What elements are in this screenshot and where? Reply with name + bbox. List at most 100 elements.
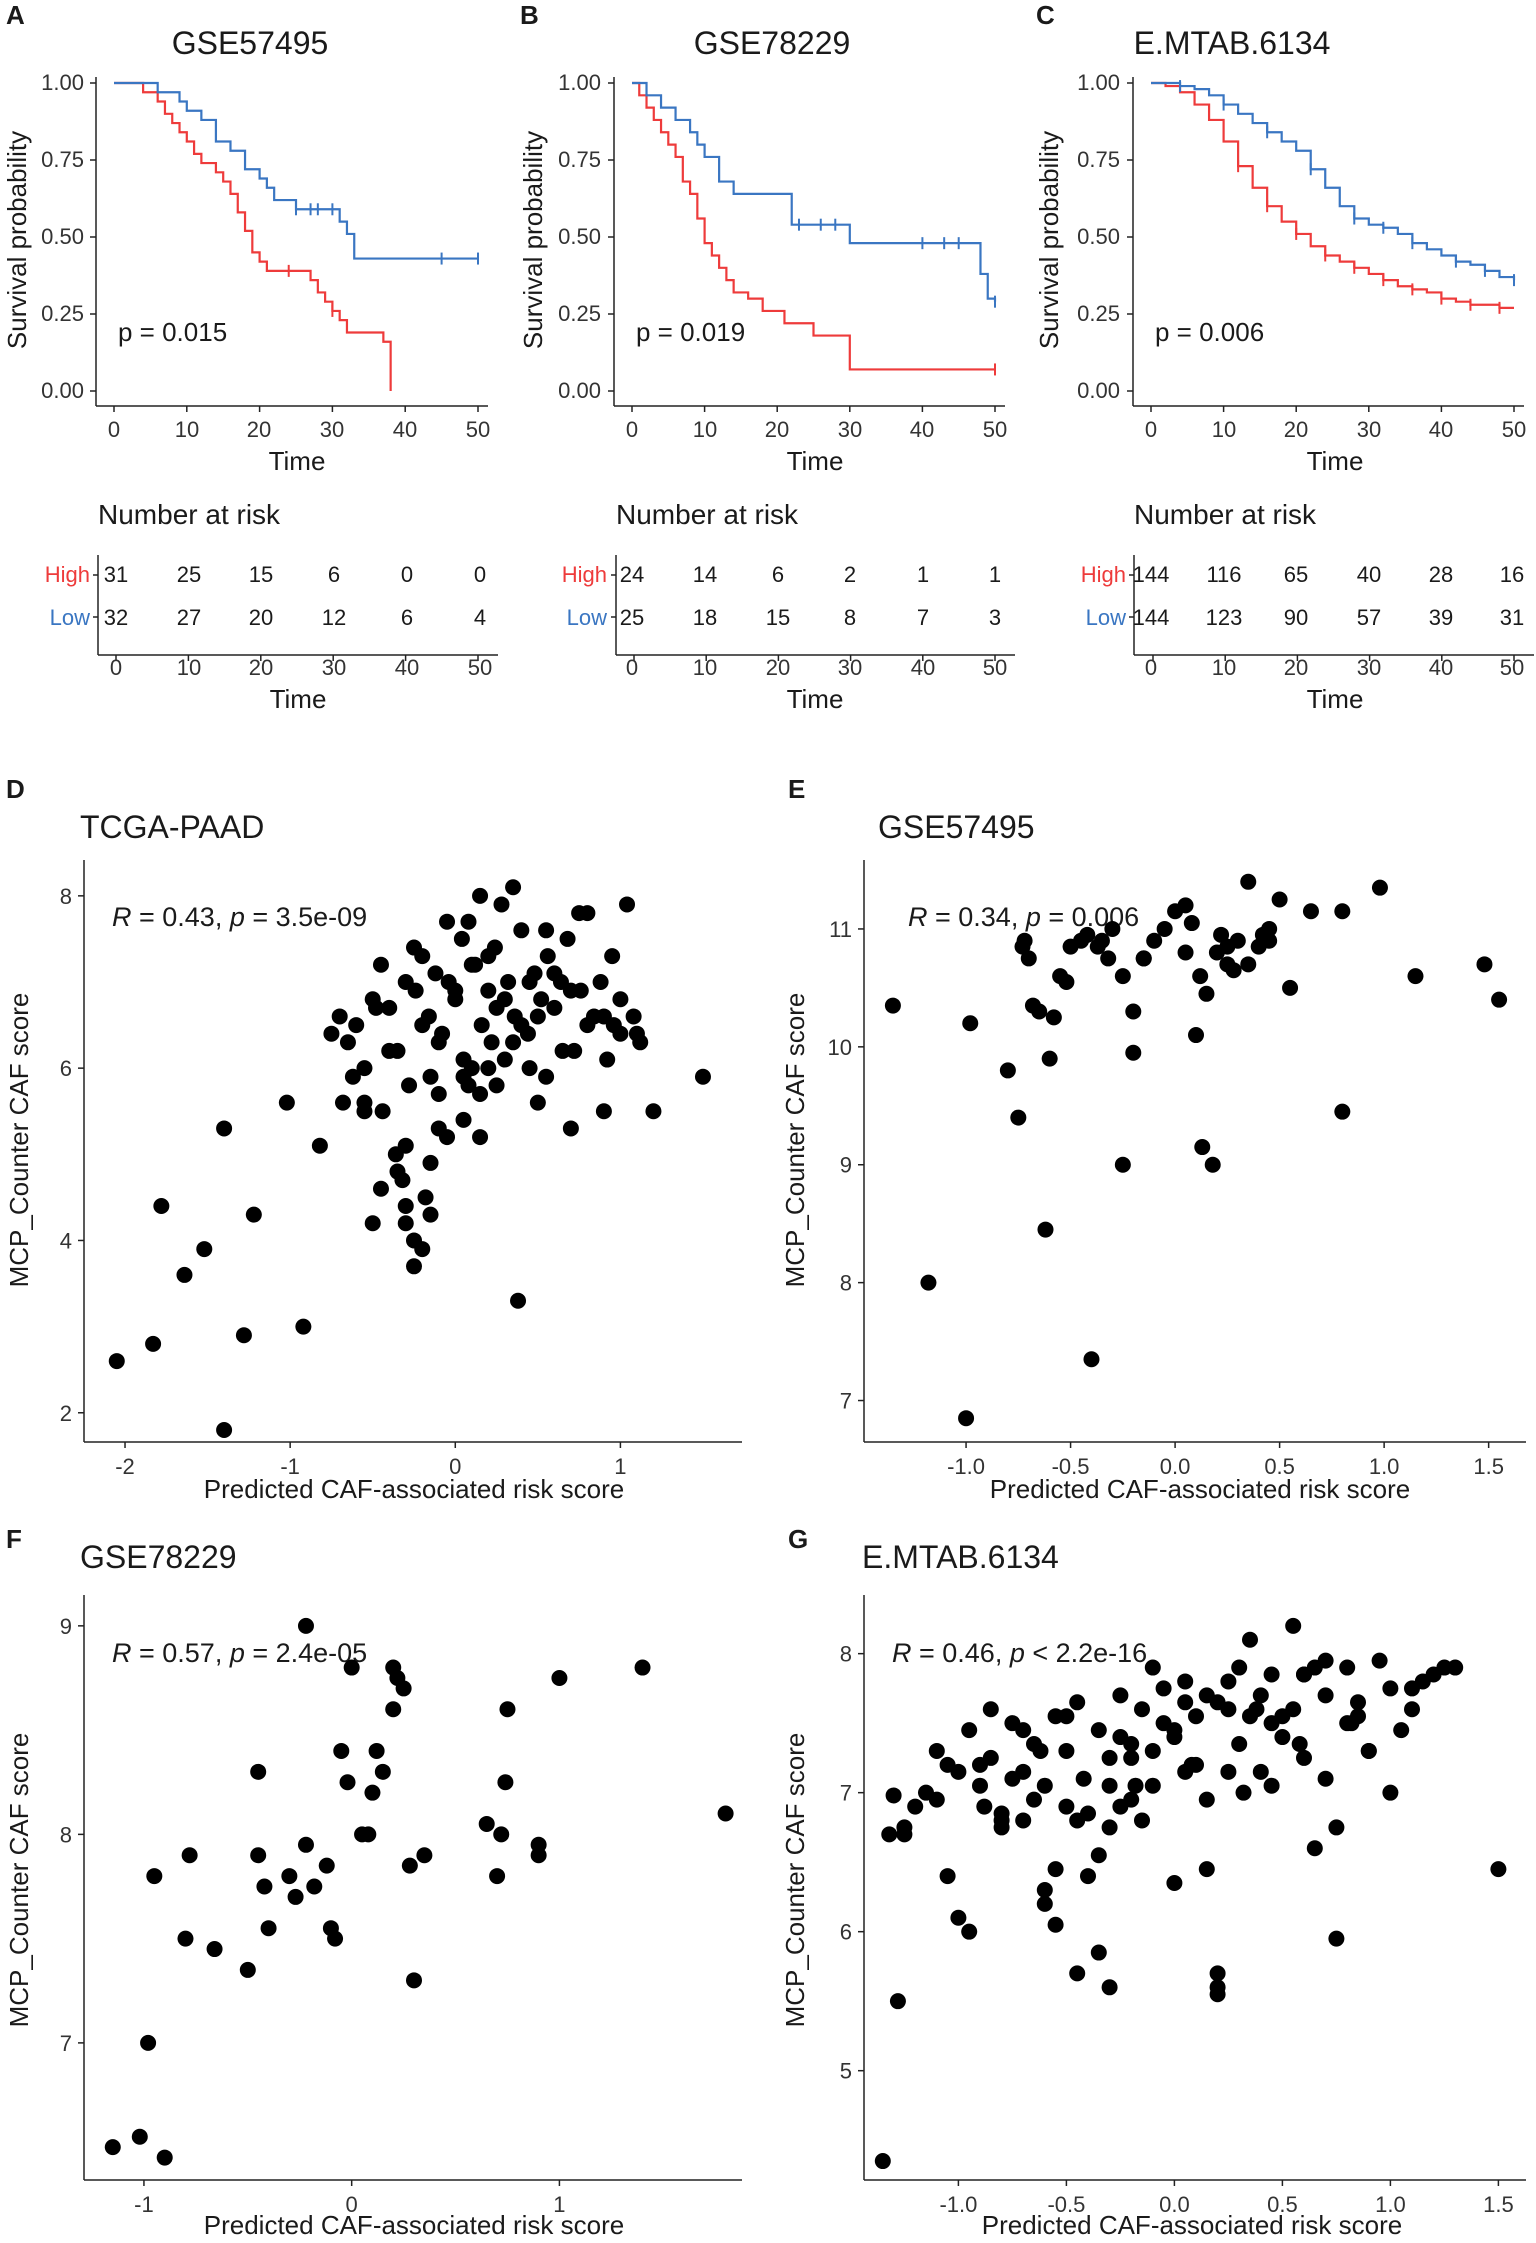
data-point — [427, 965, 444, 982]
x-tick-label: 20 — [766, 655, 790, 680]
risk-table-values: 24 14 6 2 1 1 25 18 15 8 7 3 — [620, 562, 1001, 630]
stat-r-value: = 0.57, — [132, 1638, 230, 1668]
stat-p-symbol: p — [229, 1638, 245, 1668]
risk-table-title: Number at risk — [1134, 499, 1317, 530]
stat-r-value: = 0.43, — [132, 902, 230, 932]
data-point — [1192, 968, 1209, 985]
data-point — [287, 1888, 304, 1905]
data-point — [463, 956, 480, 973]
data-point — [278, 1094, 295, 1111]
data-point — [439, 913, 456, 930]
data-point — [530, 1847, 547, 1864]
data-point — [1350, 1694, 1366, 1711]
x-tick-label: 40 — [1429, 417, 1453, 442]
data-point — [1058, 974, 1075, 990]
data-point — [885, 1787, 902, 1804]
x-tick-labels: 0 10 20 30 40 50 — [626, 417, 1007, 442]
data-point — [1371, 1652, 1388, 1669]
y-tick-label: 0.25 — [1077, 301, 1120, 326]
risk-value-high: 116 — [1206, 562, 1241, 587]
data-point — [1020, 950, 1037, 967]
y-tick-label: 2 — [60, 1401, 72, 1426]
stat-r-symbol: R — [112, 902, 132, 932]
data-point — [177, 1930, 194, 1947]
data-point — [430, 1120, 447, 1137]
data-point — [1317, 1687, 1334, 1704]
y-axis-label: MCP_Counter CAF score — [4, 1733, 34, 2028]
risk-value-low: 18 — [693, 605, 717, 630]
y-tick-label: 0.75 — [558, 147, 601, 172]
y-axis-label: MCP_Counter CAF score — [780, 1733, 810, 2028]
risk-value-high: 15 — [249, 562, 273, 587]
data-point — [250, 1847, 267, 1864]
x-tick-label: -2 — [115, 1454, 135, 1479]
data-point — [216, 1120, 233, 1137]
data-point — [1135, 950, 1152, 967]
data-point — [1198, 1791, 1215, 1808]
data-point — [513, 1017, 530, 1034]
data-point — [1263, 1777, 1280, 1794]
risk-value-low: 90 — [1284, 605, 1308, 630]
x-tick-label: 30 — [838, 417, 862, 442]
p-value: p = 0.019 — [636, 317, 745, 347]
panel-letter: A — [6, 0, 25, 30]
data-point — [1004, 1715, 1021, 1732]
data-point — [939, 1868, 956, 1885]
risk-value-high: 0 — [474, 562, 486, 587]
data-point — [1166, 1729, 1183, 1746]
data-point — [571, 905, 588, 922]
scatter-panel-d: D TCGA-PAAD R = 0.43, p = 3.5e-09 MCP_Co… — [4, 774, 742, 1504]
stratum-label-low: Low — [567, 605, 607, 630]
data-point — [1144, 1777, 1161, 1794]
data-point — [1114, 1156, 1131, 1173]
data-point — [1225, 962, 1242, 979]
data-point — [505, 1034, 522, 1051]
x-tick-label: 30 — [838, 655, 862, 680]
data-point — [1041, 1050, 1058, 1067]
x-axis-label: Time — [1307, 446, 1364, 476]
data-point — [1123, 1791, 1140, 1808]
correlation-stat: R = 0.46, p < 2.2e-16 — [892, 1638, 1147, 1668]
risk-value-low: 32 — [104, 605, 128, 630]
data-point — [694, 1068, 711, 1085]
data-point — [1125, 1044, 1142, 1061]
risk-value-high: 6 — [772, 562, 784, 587]
y-tick-label: 0.00 — [41, 378, 84, 403]
data-point — [1334, 903, 1351, 920]
data-point — [1083, 1351, 1100, 1368]
data-point — [1209, 1965, 1226, 1982]
data-point — [1101, 1819, 1118, 1836]
x-tick-label: 20 — [249, 655, 273, 680]
data-point — [364, 1215, 381, 1232]
data-point — [950, 1909, 967, 1926]
data-point — [928, 1742, 945, 1759]
x-tick-label: 10 — [175, 417, 199, 442]
data-point — [1058, 1742, 1075, 1759]
x-tick-label: 0.5 — [1264, 1454, 1295, 1479]
y-axis-label: MCP_Counter CAF score — [780, 993, 810, 1288]
data-point — [1036, 1881, 1053, 1898]
data-point — [414, 1017, 431, 1034]
y-axis-label: Survival probability — [2, 131, 32, 349]
plot-title: GSE57495 — [878, 809, 1035, 845]
panel-letter: D — [6, 774, 25, 804]
y-tick-label: 4 — [60, 1228, 72, 1253]
y-tick-label: 8 — [840, 1642, 852, 1667]
risk-x-axis-label: Time — [270, 684, 327, 714]
x-tick-label: 0 — [1145, 417, 1157, 442]
data-point — [397, 1198, 414, 1214]
risk-value-low: 4 — [474, 605, 486, 630]
survival-curve-low — [114, 81, 478, 260]
data-point — [1285, 1701, 1302, 1718]
y-tick-label: 1.00 — [41, 70, 84, 95]
data-point — [1235, 1784, 1252, 1801]
data-point — [539, 948, 556, 965]
data-point — [982, 1701, 999, 1718]
survival-curves — [1127, 77, 1534, 661]
data-point — [478, 1815, 495, 1832]
data-point — [939, 1756, 956, 1773]
x-tick-label: 20 — [765, 417, 789, 442]
x-tick-label: 10 — [693, 655, 717, 680]
data-point — [473, 1017, 490, 1034]
